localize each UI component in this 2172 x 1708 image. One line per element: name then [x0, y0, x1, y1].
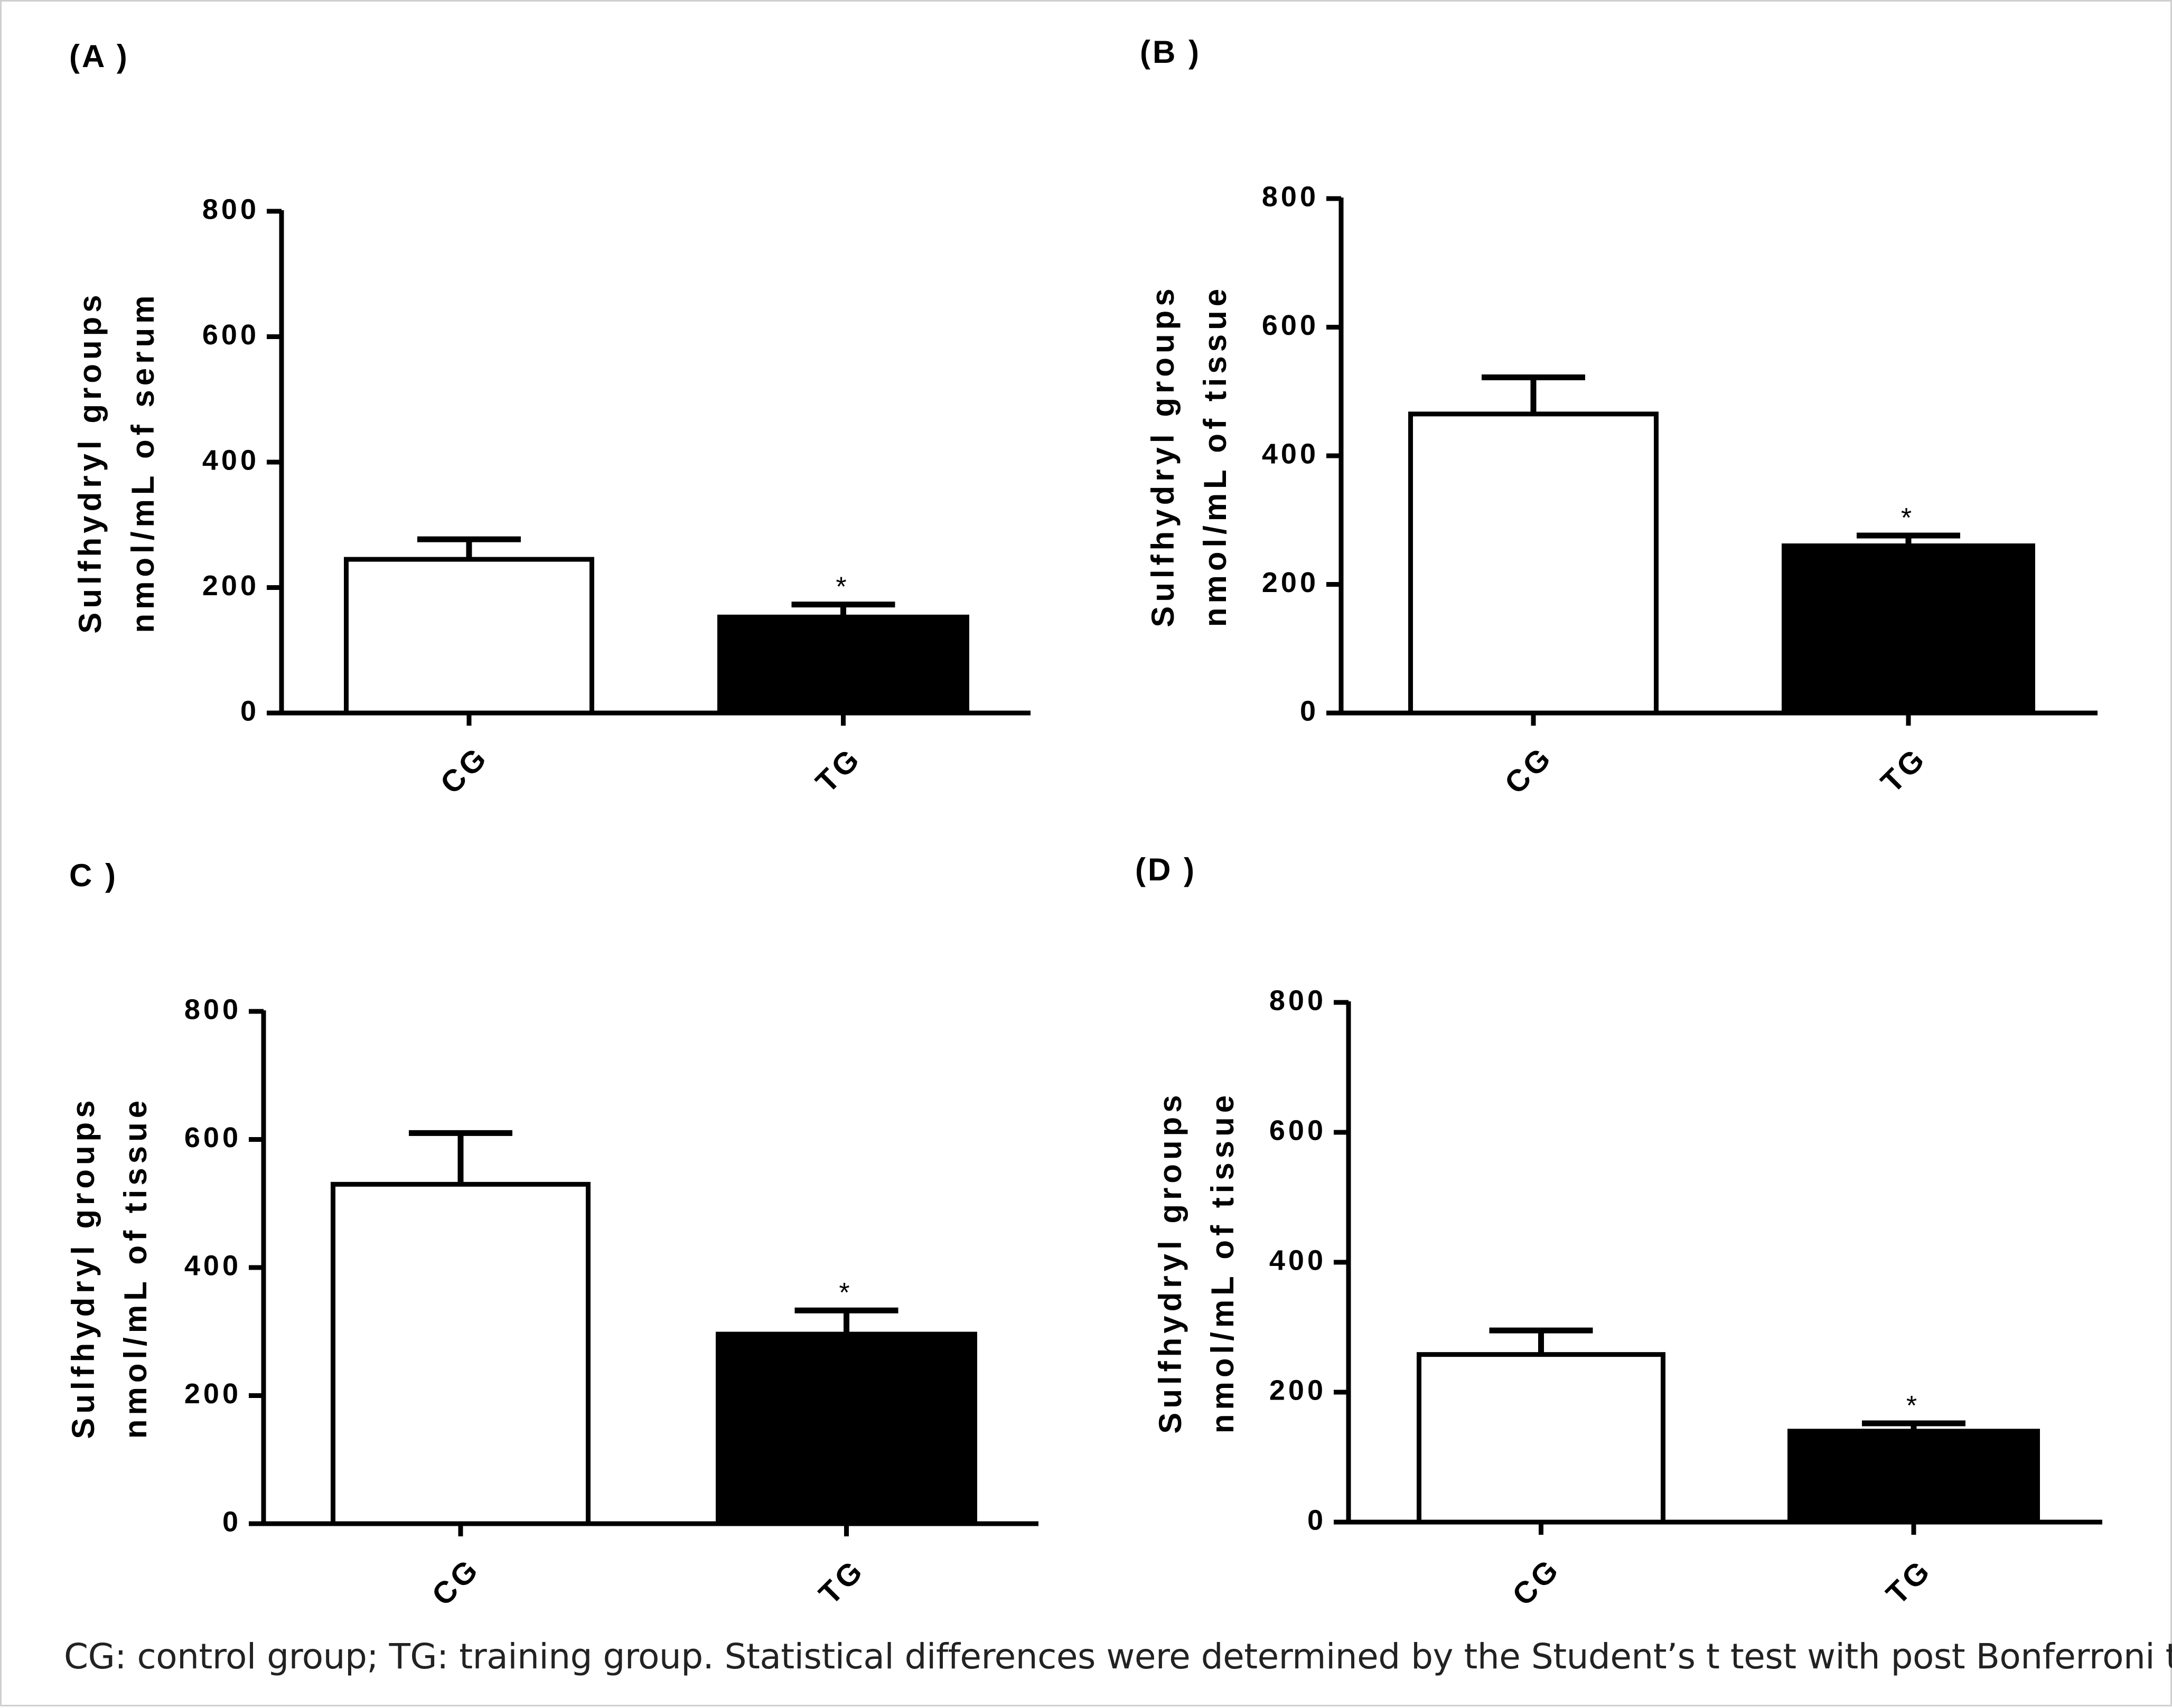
bar-tg: [716, 1331, 977, 1526]
y-tick-label: 0: [240, 695, 259, 727]
y-axis-label-units: nmol/mL of serum: [125, 292, 161, 633]
y-tick-label: 0: [222, 1506, 241, 1537]
y-tick-label: 400: [202, 444, 259, 476]
y-axis-label-units: nmol/mL of tissue: [118, 1096, 153, 1439]
panel-label: (A ): [69, 39, 129, 74]
x-tick-label-tg: TG: [812, 1552, 871, 1611]
x-tick-label-tg: TG: [809, 740, 868, 799]
y-tick-label: 600: [184, 1122, 241, 1153]
y-tick-label: 600: [1262, 309, 1319, 341]
y-tick-label: 200: [1269, 1374, 1326, 1406]
significance-marker: *: [839, 1278, 849, 1308]
y-axis-label: Sulfhydryl groups: [72, 290, 108, 633]
chart-panel-2: (B ) Sulfhydryl groups nmol/mL of tissue CG…: [1140, 34, 2098, 801]
figure-caption: CG: control group; TG: training group. S…: [64, 1636, 2172, 1677]
chart-panel-1: (A ) Sulfhydryl groups nmol/mL of serum CG *…: [69, 39, 1031, 801]
bar-tg: [717, 614, 969, 716]
y-axis-label-units: nmol/mL of tissue: [1197, 285, 1233, 627]
y-axis-label: Sulfhydryl groups: [1145, 284, 1181, 627]
y-tick-label: 800: [1262, 181, 1319, 212]
panel-label: (D ): [1135, 852, 1196, 887]
y-tick-label: 800: [184, 993, 241, 1025]
significance-marker: *: [1906, 1391, 1917, 1421]
y-tick-label: 600: [1269, 1114, 1326, 1146]
x-tick-label-cg: CG: [425, 1551, 486, 1612]
x-tick-label-tg: TG: [1879, 1552, 1938, 1611]
bar-tg: [1782, 543, 2035, 716]
bar-cg: [331, 1181, 591, 1526]
x-tick-label-cg: CG: [434, 739, 495, 801]
significance-marker: *: [1901, 503, 1912, 533]
y-tick-label: 0: [1307, 1504, 1326, 1536]
y-tick-label: 400: [1262, 438, 1319, 470]
y-tick-label: 800: [202, 193, 259, 225]
y-tick-label: 400: [184, 1250, 241, 1281]
bar-tg: [1787, 1429, 2040, 1525]
y-tick-label: 400: [1269, 1244, 1326, 1276]
bar-cg: [1408, 411, 1659, 716]
panel-label: (B ): [1140, 34, 1201, 70]
x-tick-label-cg: CG: [1498, 739, 1559, 801]
y-tick-label: 0: [1300, 695, 1319, 727]
y-tick-label: 200: [202, 570, 259, 602]
y-tick-label: 200: [184, 1378, 241, 1410]
chart-panel-4: (D ) Sulfhydryl groups nmol/mL of tissue CG…: [1135, 852, 2102, 1612]
panel-label: C ): [69, 858, 118, 893]
x-tick-label-tg: TG: [1874, 740, 1933, 799]
y-axis-label: Sulfhydryl groups: [1153, 1091, 1188, 1433]
chart-panel-3: C ) Sulfhydryl groups nmol/mL of tissue CG *…: [65, 858, 1038, 1612]
y-axis-label-units: nmol/mL of tissue: [1205, 1091, 1240, 1433]
y-tick-label: 600: [202, 319, 259, 351]
significance-marker: *: [836, 572, 846, 603]
y-tick-label: 800: [1269, 984, 1326, 1016]
bar-cg: [344, 557, 594, 716]
bar-cg: [1417, 1352, 1665, 1525]
y-axis-label: Sulfhydryl groups: [65, 1096, 101, 1439]
x-tick-label-cg: CG: [1506, 1551, 1567, 1612]
y-tick-label: 200: [1262, 567, 1319, 598]
